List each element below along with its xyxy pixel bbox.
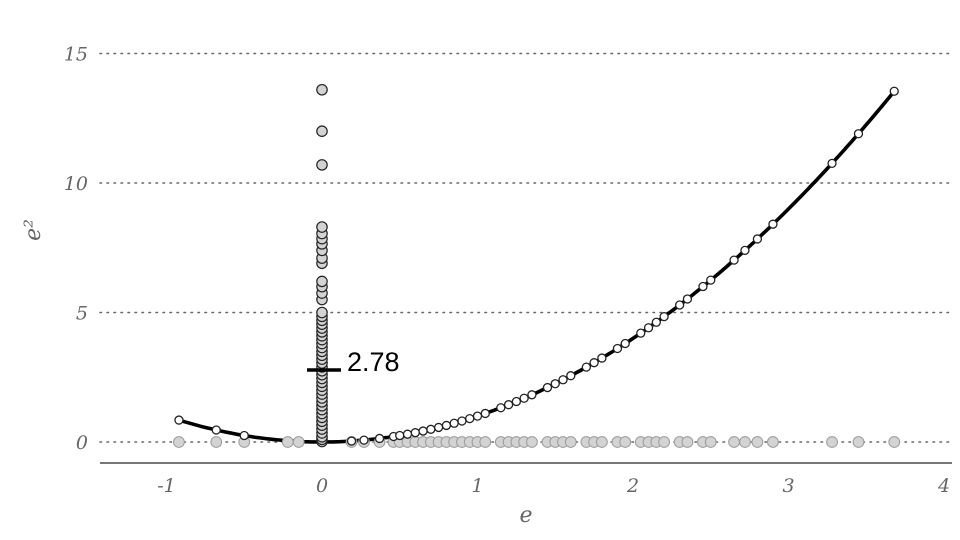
curve-point	[566, 371, 576, 381]
curve-point	[410, 428, 420, 438]
x-tick-label: 2	[626, 475, 639, 497]
curve-point	[740, 245, 750, 256]
y-tick-label: 5	[76, 303, 88, 325]
baseline-point	[619, 436, 632, 448]
curve-point	[729, 255, 739, 265]
curve-point	[581, 362, 591, 372]
curve-point	[659, 311, 669, 322]
gridlines	[99, 52, 951, 443]
curve-point	[359, 435, 369, 445]
curve-point	[827, 158, 837, 169]
curve-point	[449, 418, 459, 428]
curve-point	[472, 411, 483, 421]
curve-point	[395, 430, 405, 441]
curve-point	[211, 425, 221, 435]
curve-point	[612, 343, 623, 354]
baseline-point	[826, 436, 838, 448]
residual-point	[316, 275, 328, 288]
baseline-point	[210, 436, 223, 448]
baseline-point	[173, 436, 185, 448]
x-tick-label: 1	[471, 475, 483, 497]
residual-point	[316, 306, 328, 319]
mean-value-label: 2.78	[347, 347, 400, 377]
curve-point	[239, 430, 249, 441]
baseline-point	[751, 436, 764, 448]
curve-point	[558, 375, 568, 385]
curve-point	[597, 353, 607, 363]
curve-point	[682, 294, 693, 304]
baseline-point	[479, 436, 492, 448]
baseline-point	[728, 436, 740, 448]
curve-point	[698, 281, 708, 292]
curve-point	[889, 86, 899, 96]
curve-point	[418, 426, 428, 436]
residual-point	[316, 159, 328, 171]
curve-point	[675, 300, 685, 310]
curve-point	[752, 234, 763, 244]
curve-point	[706, 275, 716, 285]
mean-marker-layer: 2.78	[307, 347, 400, 377]
curve-point	[480, 408, 490, 419]
x-axis-title: e	[519, 503, 532, 528]
x-tick-label: 0	[316, 475, 328, 497]
residual-point	[316, 83, 328, 96]
curve-point	[527, 390, 537, 400]
x-tick-label: -1	[157, 475, 176, 497]
curve-point	[636, 328, 646, 338]
curve-point	[465, 413, 475, 424]
baseline-point	[596, 436, 608, 448]
baseline-point	[658, 436, 670, 448]
curve-point	[853, 129, 864, 139]
curve-point	[457, 416, 467, 426]
curve-point	[511, 396, 522, 407]
y-tick-label: 10	[64, 173, 88, 195]
baseline-point	[292, 436, 305, 448]
curve-point	[768, 219, 778, 229]
curve-point	[433, 422, 444, 433]
baseline-point	[739, 436, 751, 448]
curve-point	[496, 403, 506, 413]
curve-point	[651, 317, 661, 327]
curve-point	[374, 433, 385, 444]
x-tick-label: 4	[937, 475, 950, 497]
parabola-curve	[178, 90, 896, 444]
curve-point	[346, 436, 357, 446]
tick-labels-layer: 0 5 10 15 -1 0 1 2 3 4	[64, 44, 950, 498]
curve-layer	[178, 90, 896, 444]
curve-point	[441, 420, 452, 431]
baseline-point	[704, 436, 717, 448]
baseline-point	[888, 436, 901, 448]
curve-point	[542, 382, 553, 393]
points-layer	[173, 83, 901, 448]
baseline-point	[681, 436, 694, 448]
y-axis-title: e²	[21, 219, 46, 241]
curve-point	[402, 429, 413, 439]
curve-point	[503, 400, 514, 410]
curve-point	[174, 415, 184, 425]
curve-point	[426, 424, 436, 434]
baseline-point	[526, 436, 538, 448]
baseline-point	[852, 436, 865, 448]
curve-point	[550, 379, 560, 389]
residual-point	[316, 221, 328, 233]
curve-point	[589, 358, 599, 368]
y-tick-label: 15	[64, 44, 88, 66]
curve-point	[620, 338, 630, 349]
curve-point	[643, 323, 654, 333]
baseline-point	[281, 436, 294, 448]
residual-point	[316, 125, 328, 137]
x-tick-label: 3	[782, 475, 794, 497]
curve-point	[519, 393, 529, 403]
y-tick-label: 0	[76, 432, 88, 454]
baseline-point	[767, 436, 779, 448]
baseline-point	[564, 436, 577, 448]
